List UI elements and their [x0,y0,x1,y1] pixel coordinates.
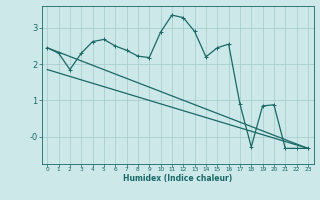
X-axis label: Humidex (Indice chaleur): Humidex (Indice chaleur) [123,174,232,183]
